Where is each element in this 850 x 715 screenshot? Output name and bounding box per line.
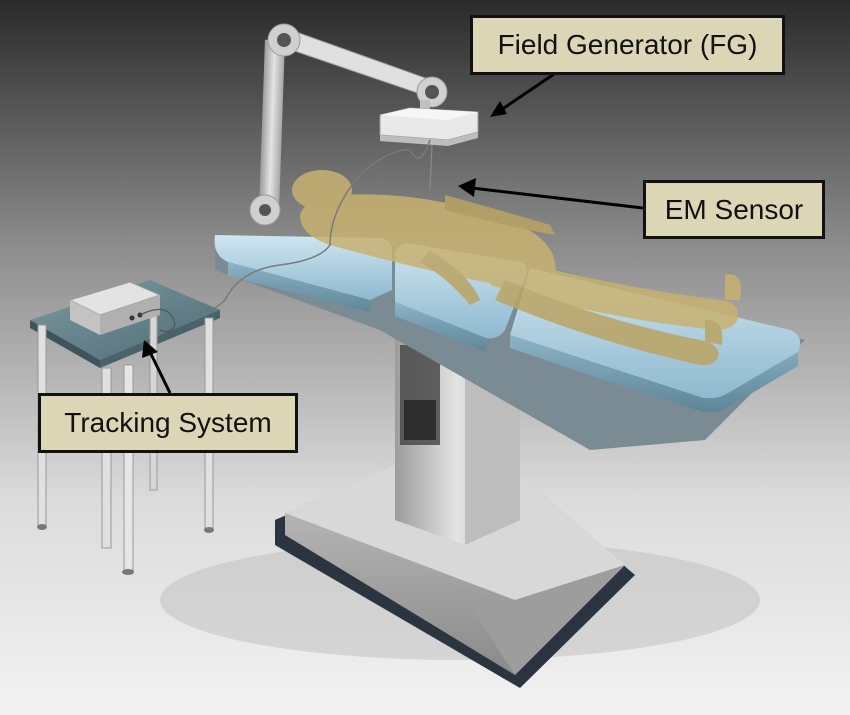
fg-arrowhead — [490, 101, 507, 117]
patient — [292, 170, 741, 366]
fg-arrow — [497, 68, 561, 114]
field-generator-panel-icon — [379, 107, 479, 146]
em-arrow — [471, 186, 644, 210]
callout-arrows — [142, 68, 644, 394]
tracking-box-icon — [68, 281, 176, 335]
ts-arrowhead — [142, 340, 158, 358]
em-sensor-probe — [429, 144, 433, 191]
fg-arm — [249, 23, 448, 226]
em-sensor-wire-icon — [149, 139, 431, 331]
field-generator-label: Field Generator (FG) — [470, 15, 785, 75]
ts-arrow — [148, 351, 172, 394]
em-sensor-label: EM Sensor — [643, 180, 825, 239]
em-arrowhead — [458, 178, 476, 197]
tracking-system-label: Tracking System — [38, 393, 298, 453]
